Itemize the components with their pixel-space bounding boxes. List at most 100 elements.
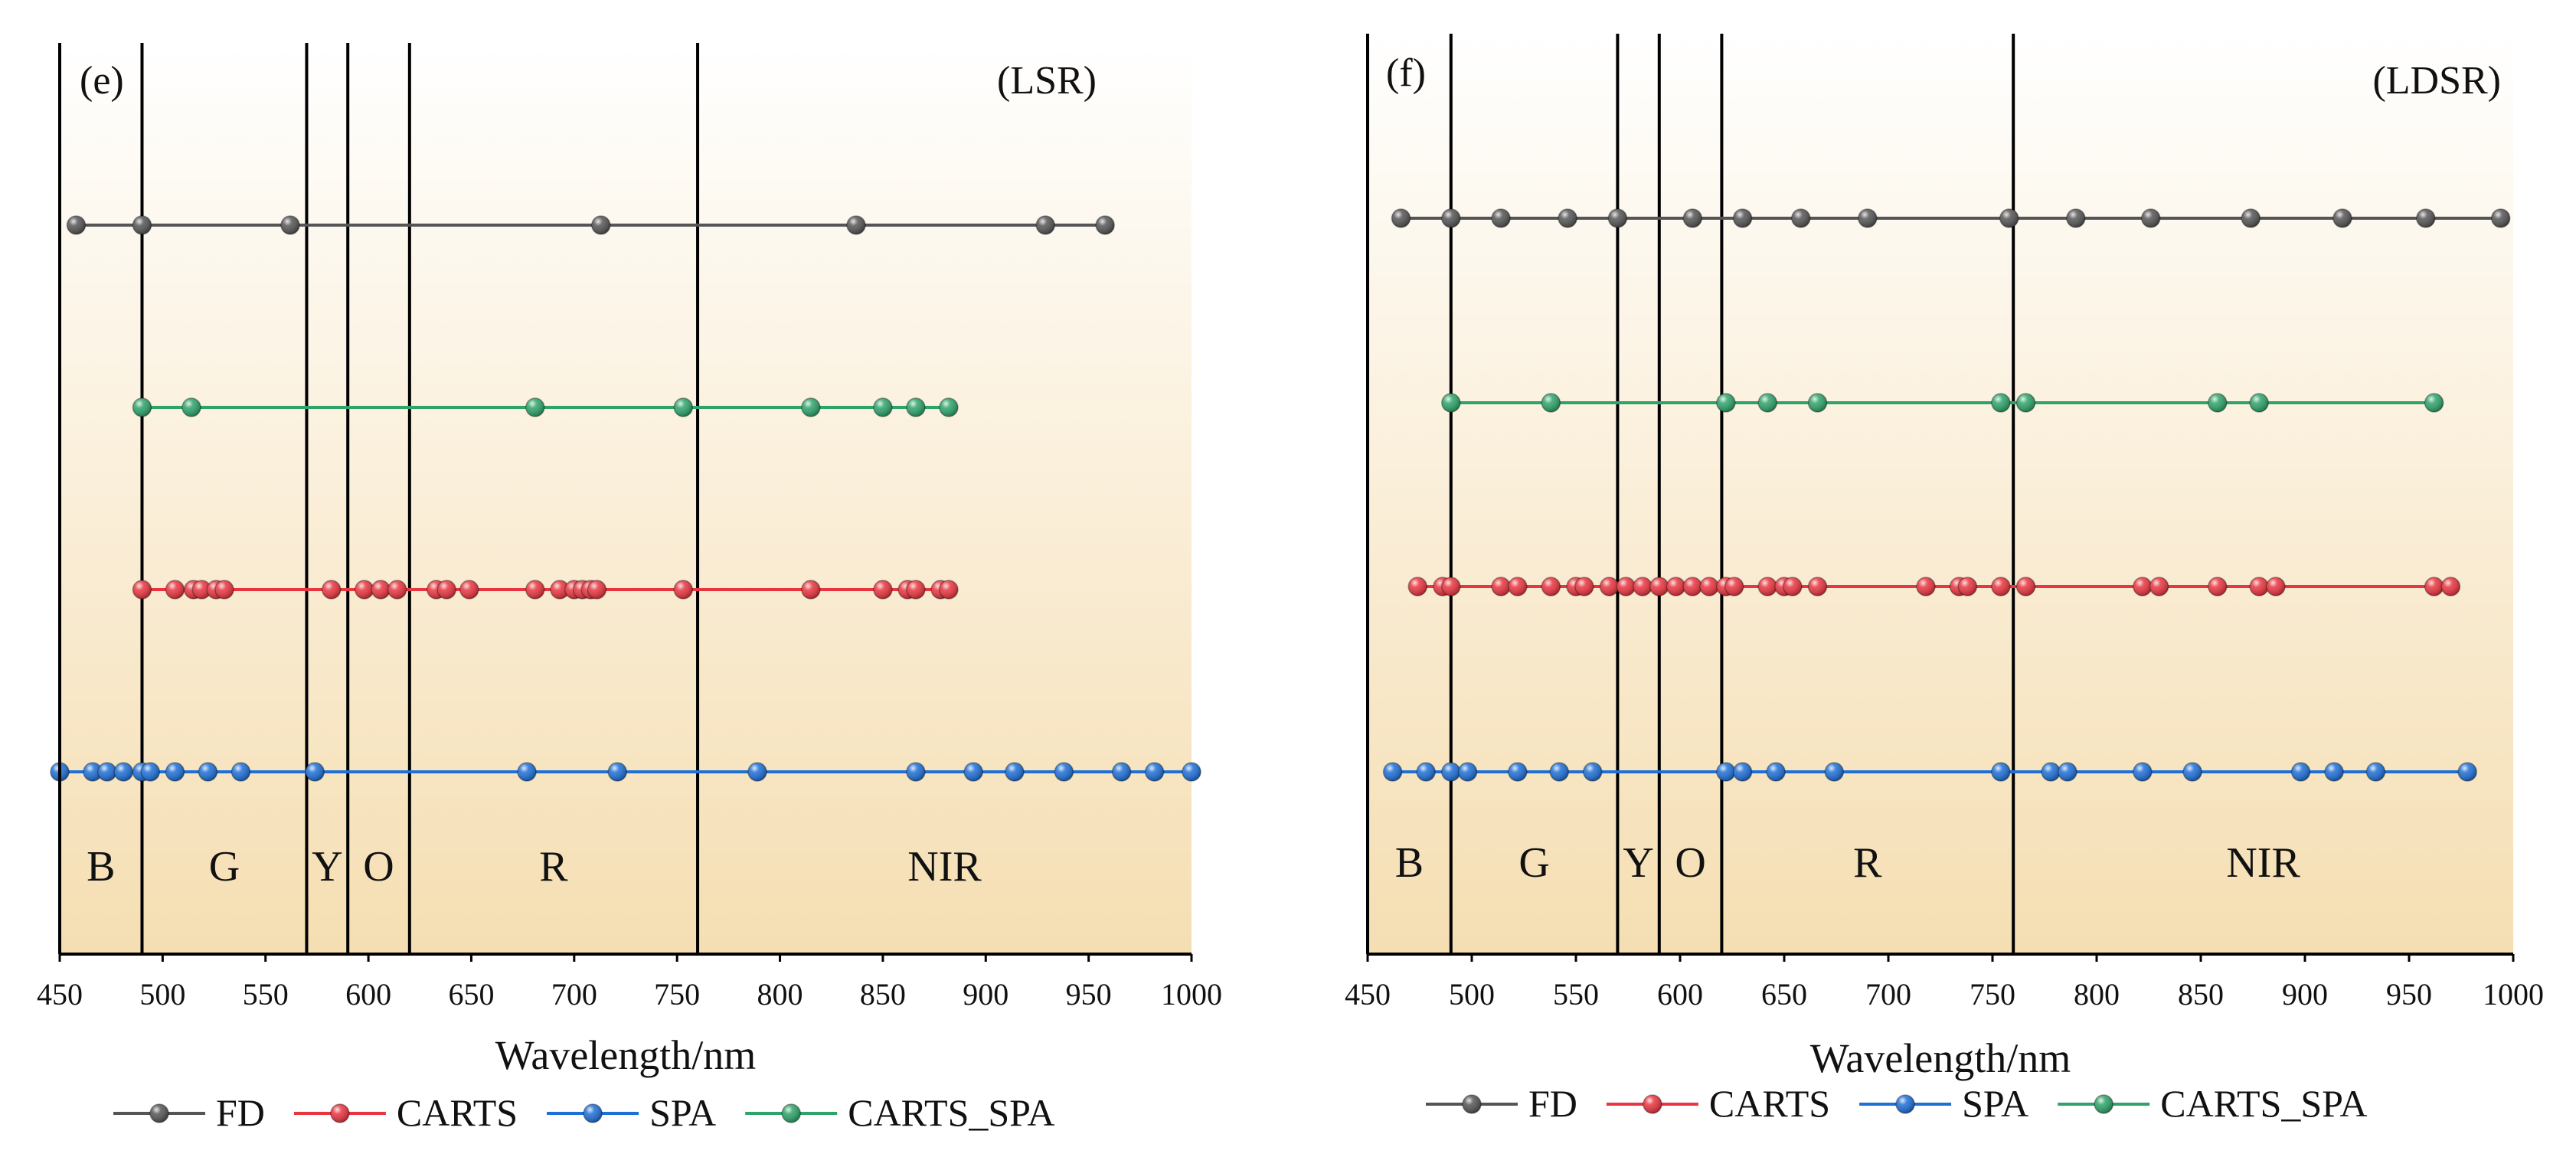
data-point-shine	[2250, 577, 2269, 596]
data-point-shine	[587, 580, 606, 599]
data-point-shine	[1783, 577, 1802, 596]
data-point-shine	[192, 580, 211, 599]
x-tick-label: 800	[757, 977, 803, 1012]
data-point-shine	[1441, 577, 1460, 596]
legend: FD CARTS SPA CARTS_SPA	[1426, 1082, 2368, 1125]
plot-background	[1368, 34, 2513, 954]
legend-label-spa: SPA	[649, 1091, 716, 1134]
legend-label-carts: CARTS	[397, 1091, 518, 1134]
data-point-shine	[939, 580, 958, 599]
data-point-shine	[1574, 577, 1594, 596]
x-tick-label: 800	[2074, 977, 2120, 1012]
data-point-shine	[906, 580, 925, 599]
legend-label-carts-spa: CARTS_SPA	[2160, 1082, 2367, 1125]
legend-swatch-shine	[584, 1104, 603, 1123]
data-point-shine	[1441, 763, 1460, 781]
dataset-label: (LDSR)	[2372, 59, 2501, 103]
legend: FD CARTS SPA CARTS_SPA	[113, 1091, 1055, 1134]
x-tick-label: 900	[2282, 977, 2328, 1012]
band-boundaries	[1449, 34, 2015, 954]
data-point-shine	[181, 398, 201, 417]
data-point-shine	[1492, 577, 1511, 596]
band-label-nir: NIR	[2226, 839, 2300, 887]
data-point-shine	[1600, 577, 1619, 596]
data-point-shine	[801, 580, 820, 599]
data-point-shine	[1608, 209, 1627, 227]
x-ticks: 450 500 550 600 650 700 750 800 850 900 950 1000	[1345, 954, 2544, 1012]
data-point-shine	[1508, 577, 1527, 596]
data-point-shine	[608, 763, 627, 781]
data-point-shine	[1441, 394, 1460, 412]
data-point-shine	[1112, 763, 1131, 781]
data-point-shine	[1791, 209, 1810, 227]
series-carts-spa	[132, 397, 959, 417]
data-point-shine	[1182, 763, 1201, 781]
data-point-shine	[1633, 577, 1652, 596]
band-labels: B G Y O R NIR	[1395, 839, 2301, 887]
data-point-shine	[2066, 209, 2085, 227]
data-point-shine	[1583, 763, 1602, 781]
data-point-shine	[2183, 763, 2202, 781]
data-point-shine	[2424, 394, 2444, 412]
data-point-shine	[355, 580, 374, 599]
data-point-shine	[132, 216, 152, 234]
data-point-shine	[1858, 209, 1877, 227]
x-axis-title: Wavelength/nm	[495, 1032, 757, 1078]
data-point-shine	[1700, 577, 1719, 596]
data-point-shine	[551, 580, 570, 599]
x-tick-label: 500	[139, 977, 185, 1012]
legend-swatch-shine	[1463, 1095, 1481, 1113]
x-tick-label: 850	[2178, 977, 2224, 1012]
chart-panel-e: 450 500 550 600 650 700 750 800 850 900 950 1000 B G…	[37, 43, 1222, 1134]
x-tick-label: 1000	[1161, 977, 1222, 1012]
series-layer	[50, 215, 1201, 782]
data-point-shine	[165, 763, 185, 781]
band-label-o: O	[363, 843, 394, 891]
data-point-shine	[2441, 577, 2460, 596]
data-point-shine	[674, 580, 693, 599]
band-label-y: Y	[1623, 839, 1653, 887]
x-tick-label: 1000	[2483, 977, 2544, 1012]
data-point-shine	[198, 763, 217, 781]
data-point-shine	[1916, 577, 1935, 596]
data-point-shine	[437, 580, 456, 599]
data-point-shine	[1716, 763, 1735, 781]
data-point-shine	[2458, 763, 2477, 781]
chart-panel-f: 450 500 550 600 650 700 750 800 850 900 950 1000 B G…	[1345, 34, 2544, 1125]
series-fd	[66, 215, 1115, 235]
data-point-shine	[2208, 394, 2227, 412]
band-label-y: Y	[312, 843, 342, 891]
data-point-shine	[371, 580, 391, 599]
x-ticks: 450 500 550 600 650 700 750 800 850 900 950 1000	[37, 954, 1222, 1012]
x-tick-label: 900	[963, 977, 1008, 1012]
data-point-shine	[1683, 209, 1702, 227]
data-point-shine	[1558, 209, 1577, 227]
data-point-shine	[1808, 577, 1827, 596]
data-point-shine	[1541, 394, 1561, 412]
data-point-shine	[1999, 209, 2019, 227]
data-point-shine	[1808, 394, 1827, 412]
data-point-shine	[2250, 394, 2269, 412]
data-point-shine	[1666, 577, 1685, 596]
data-point-shine	[1716, 394, 1735, 412]
data-point-shine	[1758, 394, 1777, 412]
x-tick-label: 850	[860, 977, 906, 1012]
data-point-shine	[2325, 763, 2344, 781]
data-point-shine	[2058, 763, 2077, 781]
x-tick-label: 700	[1865, 977, 1911, 1012]
data-point-shine	[846, 216, 865, 234]
legend-label-fd: FD	[1528, 1082, 1577, 1125]
series-fd	[1391, 208, 2511, 228]
data-point-shine	[1991, 394, 2010, 412]
legend-swatch-shine	[1643, 1095, 1662, 1113]
data-point-shine	[231, 763, 250, 781]
series-carts	[132, 580, 959, 600]
data-point-shine	[2016, 577, 2035, 596]
legend-label-spa: SPA	[1962, 1082, 2028, 1125]
data-point-shine	[132, 398, 152, 417]
data-point-shine	[83, 763, 102, 781]
data-point-shine	[525, 398, 544, 417]
band-label-nir: NIR	[907, 843, 982, 891]
data-point-shine	[387, 580, 407, 599]
